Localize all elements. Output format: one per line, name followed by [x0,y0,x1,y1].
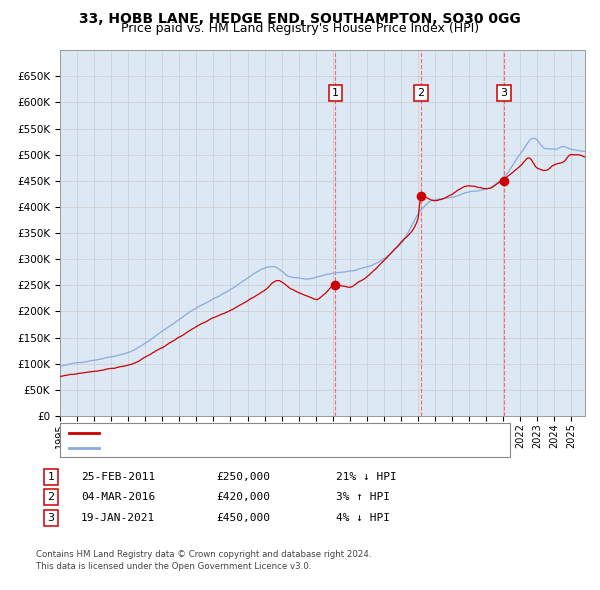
Text: 21% ↓ HPI: 21% ↓ HPI [336,472,397,481]
Text: 1: 1 [47,472,55,481]
Text: £450,000: £450,000 [216,513,270,523]
Text: This data is licensed under the Open Government Licence v3.0.: This data is licensed under the Open Gov… [36,562,311,571]
Text: 04-MAR-2016: 04-MAR-2016 [81,493,155,502]
Text: £250,000: £250,000 [216,472,270,481]
Text: 3: 3 [500,88,508,98]
Text: 2: 2 [47,493,55,502]
Text: 33, HOBB LANE, HEDGE END, SOUTHAMPTON, SO30 0GG: 33, HOBB LANE, HEDGE END, SOUTHAMPTON, S… [79,12,521,26]
Text: Contains HM Land Registry data © Crown copyright and database right 2024.: Contains HM Land Registry data © Crown c… [36,550,371,559]
Text: 3% ↑ HPI: 3% ↑ HPI [336,493,390,502]
Text: 33, HOBB LANE, HEDGE END, SOUTHAMPTON, SO30 0GG (detached house): 33, HOBB LANE, HEDGE END, SOUTHAMPTON, S… [104,428,497,438]
Text: 25-FEB-2011: 25-FEB-2011 [81,472,155,481]
Text: £420,000: £420,000 [216,493,270,502]
Text: HPI: Average price, detached house, Eastleigh: HPI: Average price, detached house, East… [104,442,345,453]
Text: 4% ↓ HPI: 4% ↓ HPI [336,513,390,523]
Text: 19-JAN-2021: 19-JAN-2021 [81,513,155,523]
Text: 3: 3 [47,513,55,523]
Text: 2: 2 [417,88,424,98]
Text: Price paid vs. HM Land Registry's House Price Index (HPI): Price paid vs. HM Land Registry's House … [121,22,479,35]
Text: 1: 1 [332,88,339,98]
